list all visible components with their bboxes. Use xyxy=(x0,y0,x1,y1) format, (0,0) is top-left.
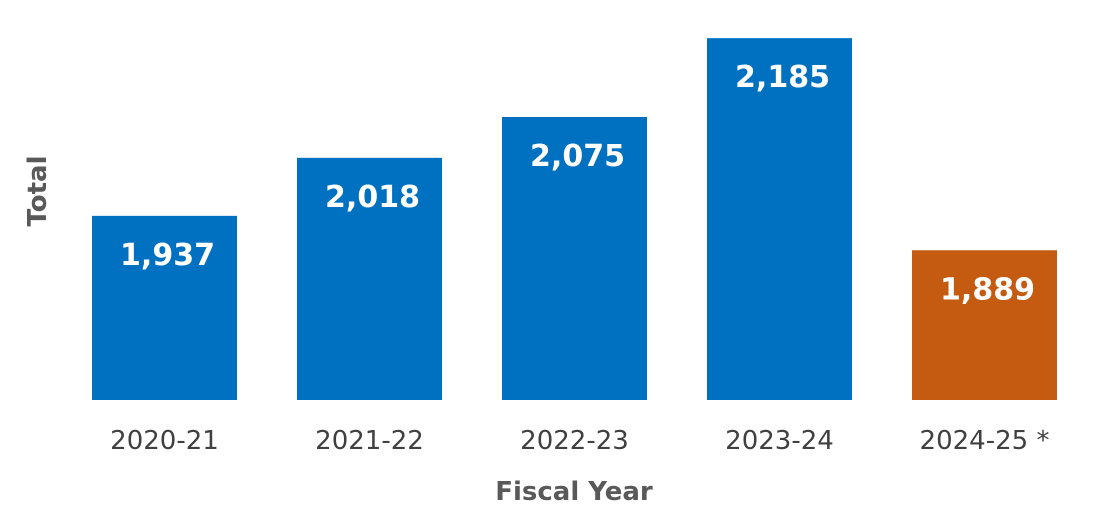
value-label: 1,937 xyxy=(120,238,215,273)
bar-2023-24 xyxy=(707,38,852,401)
bar-2021-22 xyxy=(297,157,442,400)
value-label: 1,889 xyxy=(940,272,1035,307)
value-label: 2,075 xyxy=(530,139,625,174)
x-tick-labels-group: 2020-21 2021-22 2022-23 2023-24 2024-25 * xyxy=(110,426,1049,456)
bar-2020-21 xyxy=(92,215,237,400)
x-tick-label: 2021-22 xyxy=(315,426,424,456)
x-axis-title: Fiscal Year xyxy=(495,477,653,507)
value-labels-group: 1,937 2,018 2,075 2,185 1,889 xyxy=(120,60,1035,307)
x-tick-label: 2024-25 * xyxy=(920,426,1050,456)
x-tick-label: 2022-23 xyxy=(520,426,629,456)
y-axis-title: Total xyxy=(23,155,53,226)
value-label: 2,185 xyxy=(735,60,830,95)
bar-2024-25 xyxy=(912,250,1057,400)
bar-2022-23 xyxy=(502,116,647,400)
bars-group xyxy=(92,38,1057,401)
x-tick-label: 2020-21 xyxy=(110,426,219,456)
x-tick-label: 2023-24 xyxy=(725,426,834,456)
value-label: 2,018 xyxy=(325,180,420,215)
